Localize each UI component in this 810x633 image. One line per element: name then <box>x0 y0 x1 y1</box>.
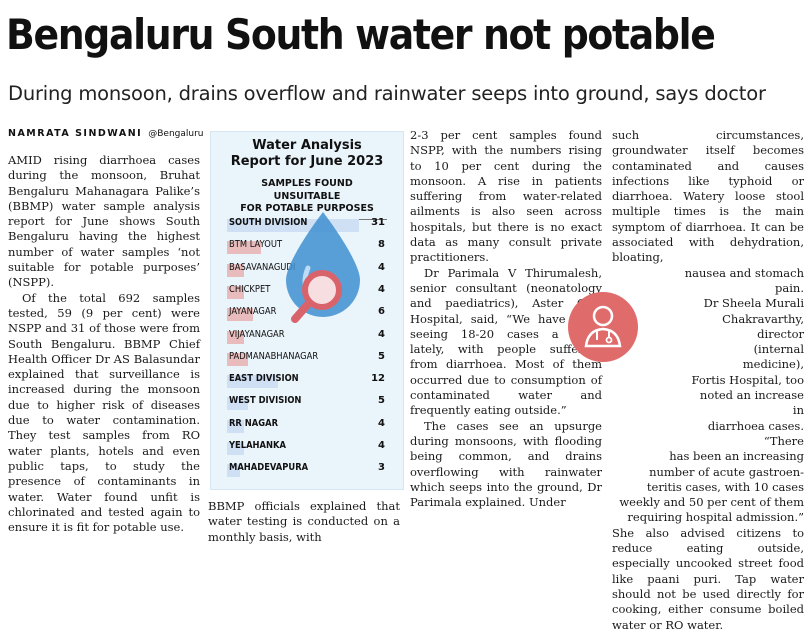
paragraph: Of the total 692 samples tested, 59 (9 p… <box>8 290 200 535</box>
bar <box>227 352 249 366</box>
bar-label: EAST DIVISION <box>229 373 299 385</box>
bar-row: RR NAGAR 4 <box>227 414 387 436</box>
bar-row: BASAVANAGUDI 4 <box>227 258 387 280</box>
byline-author: NAMRATA SINDWANI <box>8 128 143 139</box>
bar-row: YELAHANKA 4 <box>227 436 387 458</box>
bar-value: 4 <box>378 328 385 340</box>
bar-label: RR NAGAR <box>229 417 279 429</box>
bar-label: PADMANABHANAGAR <box>229 350 319 362</box>
text-line: Dr Sheela Murali <box>703 296 804 311</box>
byline: NAMRATA SINDWANI @Bengaluru <box>8 128 204 139</box>
bar-value: 4 <box>378 440 385 451</box>
headline: Bengaluru South water not potable <box>6 10 716 59</box>
bar-value: 4 <box>378 261 385 273</box>
bar-value: 6 <box>378 306 385 318</box>
bar-label: SOUTH DIVISION <box>229 217 308 228</box>
bar-row: PADMANABHANAGAR 5 <box>227 347 387 369</box>
text-line: Fortis Hospital, too <box>691 372 804 387</box>
infographic-subtitle-line: FOR POTABLE PURPOSES <box>240 203 374 214</box>
text-line: noted an increase in <box>699 388 804 418</box>
bar-row: MAHADEVAPURA 3 <box>227 458 387 480</box>
paragraph: The cases see an upsurge during monsoons… <box>410 418 602 510</box>
infographic-title-line: Report for June 2023 <box>230 154 384 169</box>
bar-label: JAYANAGAR <box>229 306 277 318</box>
bar-value: 12 <box>371 373 385 385</box>
bar-value: 4 <box>378 283 385 295</box>
subheadline: During monsoon, drains overflow and rain… <box>8 82 766 105</box>
bar <box>227 375 279 389</box>
infographic-subtitle-line: SAMPLES FOUND UNSUITABLE <box>261 178 353 202</box>
bar-row: VIJAYANAGAR 4 <box>227 325 387 347</box>
byline-location: @Bengaluru <box>148 129 204 139</box>
bar <box>227 330 245 344</box>
bar <box>227 397 249 411</box>
bar-label: VIJAYANAGAR <box>229 328 285 340</box>
bar <box>227 442 245 455</box>
magnifying-glass-icon <box>291 270 342 323</box>
article-column-3: 2-3 per cent samples found NSPP, with th… <box>410 128 602 510</box>
bar-label: YELAHANKA <box>229 440 286 451</box>
text-line: (internal medicine), <box>742 342 804 372</box>
bar <box>227 241 262 255</box>
bar-label: BASAVANAGUDI <box>229 261 296 273</box>
text-line: Chakravarthy, director <box>722 311 804 341</box>
text-line: weekly and 50 per cent of them <box>619 495 804 510</box>
bar-label: MAHADEVAPURA <box>229 462 309 474</box>
bar-value: 31 <box>371 217 385 228</box>
bar-row: JAYANAGAR 6 <box>227 302 387 324</box>
bar-label: BTM LAYOUT <box>229 239 283 251</box>
text-line: teritis cases, with 10 cases <box>646 479 804 494</box>
paragraph: BBMP officials explained that water test… <box>208 499 400 544</box>
paragraph: AMID rising diarrhoea cases during the m… <box>8 153 200 290</box>
paragraph: 2-3 per cent samples found NSPP, with th… <box>410 128 602 265</box>
text-line: diarrhoea cases. “There <box>707 418 804 448</box>
text-line: number of acute gastroen- <box>649 464 804 479</box>
text-line: has been an increasing <box>669 449 804 464</box>
water-analysis-infographic: Water Analysis Report for June 2023 SAMP… <box>210 131 404 490</box>
bar <box>227 419 245 433</box>
paragraph: such circumstances, groundwater itself b… <box>612 128 804 265</box>
text-line: requiring hospital admission.” <box>627 510 804 525</box>
bar <box>227 308 253 322</box>
infographic-title: Water Analysis Report for June 2023 <box>211 138 403 170</box>
bar-value: 5 <box>378 395 385 407</box>
bar-label: CHICKPET <box>229 283 271 295</box>
article-column-2: BBMP officials explained that water test… <box>208 499 400 545</box>
bar-value: 3 <box>378 462 385 474</box>
bar <box>227 263 245 277</box>
bar-label: WEST DIVISION <box>229 395 302 407</box>
bar-value: 8 <box>378 239 385 251</box>
bar-row: CHICKPET 4 <box>227 280 387 302</box>
article-column-4: such circumstances, groundwater itself b… <box>612 128 804 633</box>
bar-value: 4 <box>378 417 385 429</box>
infographic-title-line: Water Analysis <box>252 138 362 153</box>
text-line: nausea and stomach pain. <box>684 265 804 295</box>
bar-value: 5 <box>378 350 385 362</box>
paragraph: Dr Parimala V Thirumalesh, senior consul… <box>410 265 602 418</box>
article-column-1: AMID rising diarrhoea cases during the m… <box>8 153 200 535</box>
bar-row: BTM LAYOUT 8 <box>227 235 387 257</box>
bar <box>227 464 240 478</box>
bar <box>227 285 245 299</box>
bar-row: WEST DIVISION 5 <box>227 391 387 413</box>
wrapped-text: nausea and stomach pain. Dr Sheela Murali… <box>612 266 804 526</box>
doctor-icon <box>568 292 638 362</box>
paragraph: She also advised citizens to reduce eati… <box>612 525 804 632</box>
bar-row: EAST DIVISION 12 <box>227 369 387 391</box>
